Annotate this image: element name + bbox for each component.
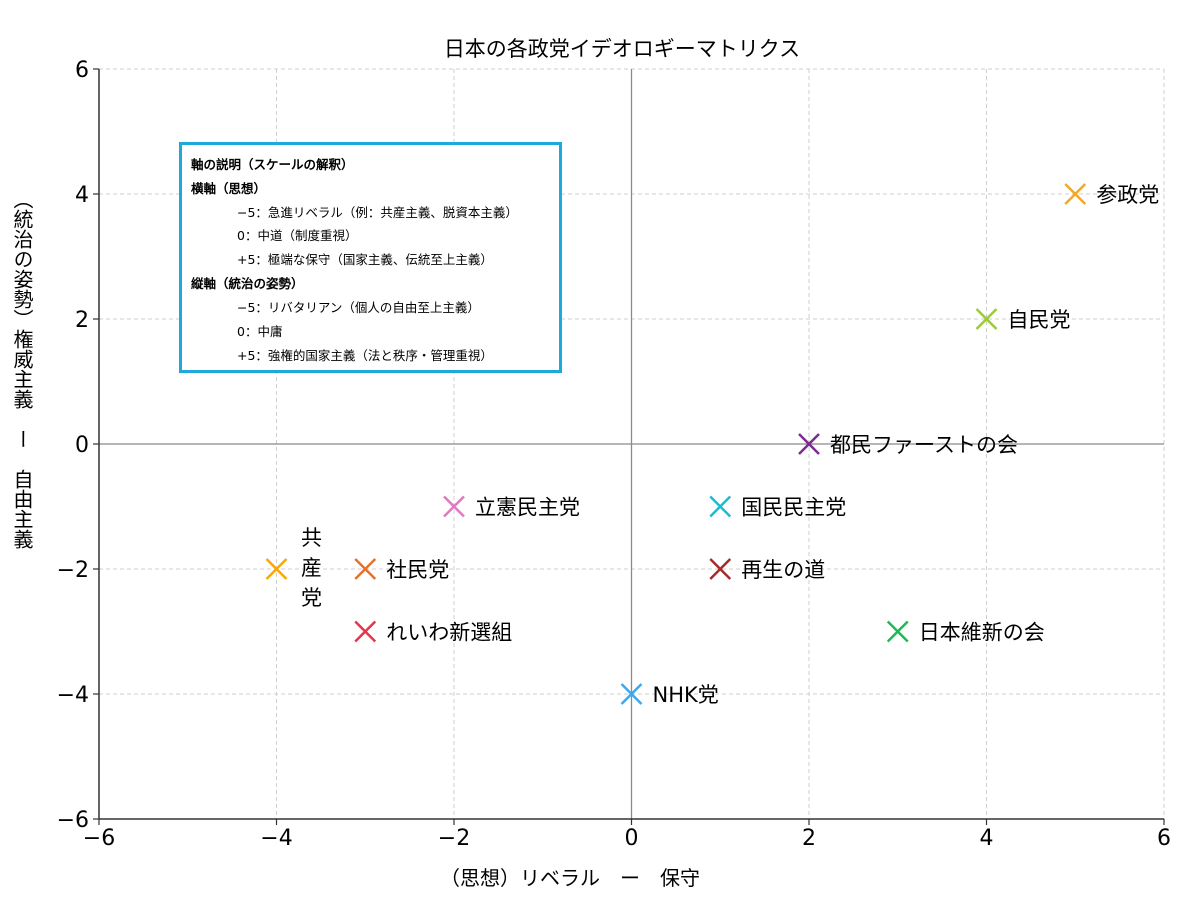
data-point: 再生の道	[709, 558, 825, 582]
legend-title: 軸の説明（スケールの解釈）	[191, 157, 354, 172]
data-point: 国民民主党	[709, 495, 846, 520]
point-marker-stroke	[886, 620, 909, 643]
y-tick-label: 4	[75, 183, 89, 208]
legend-y-neg: −5：リバタリアン（個人の自由至上主義）	[237, 300, 480, 315]
point-label: 共産党	[301, 526, 322, 610]
x-tick-label: −6	[83, 826, 115, 851]
y-tick-label: −6	[57, 808, 89, 833]
data-point: 共産党	[265, 526, 322, 610]
y-tick-label: 6	[75, 58, 89, 83]
x-tick-label: 6	[1157, 826, 1171, 851]
point-label: 参政党	[1096, 183, 1159, 207]
tick-labels: −6 −4 −2 0 2 4 6 −6 −4 −2 0 2 4 6	[57, 58, 1171, 851]
x-tick-label: 4	[980, 826, 994, 851]
point-marker-stroke	[620, 683, 643, 705]
point-label: 再生の道	[741, 558, 825, 582]
legend-x-pos: +5：極端な保守（国家主義、伝統至上主義）	[237, 252, 493, 267]
x-tick-label: 0	[625, 826, 639, 851]
x-axis-label: （思想）リベラル ー 保守	[440, 866, 700, 890]
data-point: 都民ファーストの会	[798, 433, 1018, 457]
data-point: 立憲民主党	[443, 495, 580, 520]
point-marker-stroke	[354, 620, 377, 643]
point-marker-stroke	[975, 308, 998, 330]
legend-y-heading: 縦軸（統治の姿勢）	[191, 276, 304, 291]
legend-y-zero: 0：中庸	[237, 324, 283, 339]
y-tick-label: 2	[75, 308, 89, 333]
point-label: 立憲民主党	[475, 496, 580, 520]
y-tick-label: −2	[57, 558, 89, 583]
point-label: 自民党	[1008, 308, 1071, 332]
y-axis-label: （統治の姿勢）権威主義 ー 自由主義	[10, 189, 34, 549]
data-point: 日本維新の会	[886, 620, 1045, 645]
point-label: れいわ新選組	[386, 621, 512, 645]
legend-x-heading: 横軸（思想）	[191, 181, 267, 196]
point-label: 国民民主党	[741, 496, 846, 520]
point-label: 都民ファーストの会	[830, 433, 1018, 457]
legend-y-pos: +5：強権的国家主義（法と秩序・管理重視）	[237, 348, 493, 363]
y-tick-label: −4	[57, 683, 89, 708]
point-marker-stroke	[1064, 183, 1087, 205]
axis-explanation-box: 軸の説明（スケールの解釈） 横軸（思想） −5：急進リベラル（例：共産主義、脱資…	[179, 142, 562, 373]
point-marker-stroke	[709, 558, 732, 580]
data-point: NHK党	[620, 683, 719, 707]
x-tick-label: −4	[260, 826, 292, 851]
data-point: 自民党	[975, 308, 1071, 332]
data-point: 社民党	[354, 558, 449, 582]
data-point: れいわ新選組	[354, 620, 512, 645]
point-label: NHK党	[653, 683, 719, 707]
data-point: 参政党	[1064, 183, 1159, 207]
point-label-char: 共	[301, 526, 322, 550]
point-marker-stroke	[798, 433, 820, 455]
y-tick-label: 0	[75, 433, 89, 458]
point-marker-stroke	[265, 558, 288, 580]
point-label-char: 党	[301, 586, 322, 610]
legend-x-zero: 0：中道（制度重視）	[237, 228, 358, 243]
point-label: 社民党	[386, 558, 449, 582]
point-marker-stroke	[709, 495, 732, 518]
chart-title: 日本の各政党イデオロギーマトリクス	[444, 37, 800, 61]
point-label-char: 産	[301, 556, 322, 580]
x-tick-label: 2	[802, 826, 816, 851]
legend-x-neg: −5：急進リベラル（例：共産主義、脱資本主義）	[237, 205, 518, 220]
point-marker-stroke	[354, 558, 377, 580]
x-tick-label: −2	[438, 826, 470, 851]
point-label: 日本維新の会	[919, 621, 1045, 645]
point-marker-stroke	[443, 495, 465, 518]
